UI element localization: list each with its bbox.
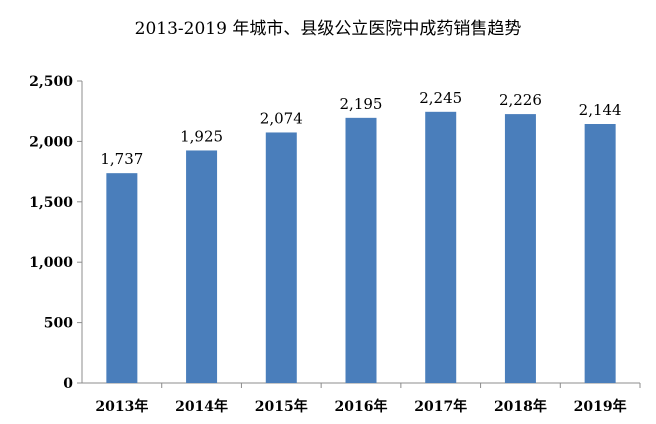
y-tick-label: 2,500 (29, 74, 73, 90)
data-label: 1,925 (180, 127, 223, 145)
y-tick-label: 2,000 (29, 134, 73, 150)
y-tick-label: 0 (63, 376, 73, 392)
data-label: 2,226 (499, 91, 542, 109)
bar-6 (584, 124, 616, 384)
bar-1 (186, 150, 218, 383)
y-tick-label: 1,500 (29, 195, 73, 211)
x-tick-label: 2019年 (574, 398, 627, 415)
y-tick-label: 1,000 (29, 255, 73, 271)
data-label: 2,074 (260, 109, 303, 127)
chart-title: 2013-2019 年城市、县级公立医院中成药销售趋势 (134, 19, 522, 39)
x-tick-label: 2015年 (255, 398, 308, 415)
bar-5 (504, 114, 536, 384)
y-tick-label: 500 (44, 316, 73, 332)
x-tick-label: 2016年 (335, 398, 388, 415)
x-tick-label: 2017年 (414, 398, 467, 415)
data-label: 1,737 (100, 150, 143, 168)
bar-3 (345, 117, 377, 384)
bar-2 (265, 132, 297, 383)
bar-0 (106, 173, 138, 383)
data-label: 2,195 (340, 95, 383, 113)
x-tick-label: 2014年 (175, 398, 228, 415)
data-label: 2,144 (579, 101, 622, 119)
bar-4 (425, 111, 457, 383)
x-tick-label: 2018年 (494, 398, 547, 415)
x-tick-label: 2013年 (95, 398, 148, 415)
data-label: 2,245 (419, 89, 462, 107)
